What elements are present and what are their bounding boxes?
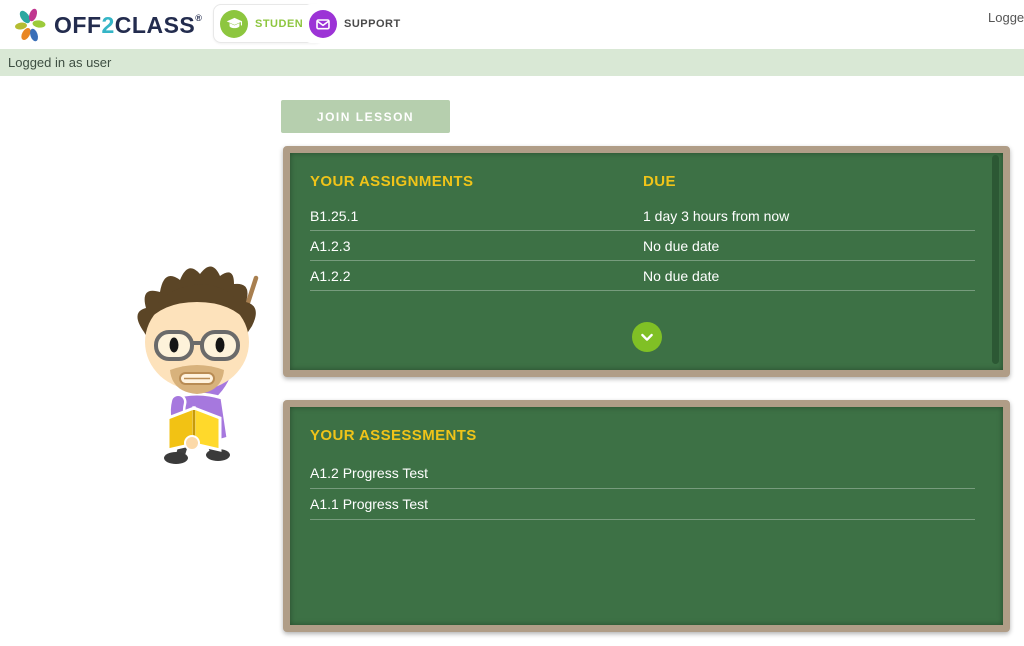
assignments-panel: YOUR ASSIGNMENTS DUE B1.25.1 1 day 3 hou… (283, 146, 1010, 377)
envelope-icon (309, 9, 337, 38)
assessment-name[interactable]: A1.1 Progress Test (310, 496, 429, 512)
assessment-name[interactable]: A1.2 Progress Test (310, 465, 429, 481)
assignment-row[interactable]: A1.2.2 No due date (310, 261, 975, 291)
assignment-due: No due date (643, 267, 720, 284)
chevron-down-icon (639, 329, 655, 345)
teacher-illustration (122, 252, 274, 466)
assignment-due: 1 day 3 hours from now (643, 207, 790, 224)
assignment-name[interactable]: B1.25.1 (310, 207, 359, 224)
assignments-title: YOUR ASSIGNMENTS (310, 173, 474, 190)
nav-support-button[interactable]: SUPPORT (303, 4, 413, 43)
assessments-list: A1.2 Progress Test A1.1 Progress Test (310, 458, 975, 520)
assessments-panel: YOUR ASSESSMENTS A1.2 Progress Test A1.1… (283, 400, 1010, 632)
registered-mark: ® (195, 12, 203, 23)
join-lesson-button[interactable]: JOIN LESSON (281, 100, 450, 133)
assignment-row[interactable]: A1.2.3 No due date (310, 231, 975, 261)
assignments-scrollbar[interactable] (992, 155, 999, 364)
graduation-cap-icon (220, 9, 248, 38)
assignment-due: No due date (643, 237, 720, 254)
logo-wordmark: OFF 2 CLASS ® (54, 11, 203, 38)
assessments-title: YOUR ASSESSMENTS (310, 427, 477, 444)
logged-in-alert: Logged in as user (0, 49, 1024, 76)
nav-support-label: SUPPORT (344, 17, 401, 30)
assignments-due-header: DUE (643, 173, 676, 190)
assignment-name[interactable]: A1.2.3 (310, 237, 351, 254)
off2class-logo[interactable]: OFF 2 CLASS ® (12, 7, 202, 43)
assessment-row[interactable]: A1.2 Progress Test (310, 458, 975, 489)
assignments-list: B1.25.1 1 day 3 hours from now A1.2.3 No… (310, 201, 975, 291)
nav-student-label: STUDENT (255, 17, 311, 30)
assessment-row[interactable]: A1.1 Progress Test (310, 489, 975, 520)
assignment-name[interactable]: A1.2.2 (310, 267, 351, 284)
flower-asterisk-icon (12, 7, 48, 43)
expand-assignments-button[interactable] (631, 322, 662, 352)
header-logged-text[interactable]: Logged (988, 10, 1024, 25)
assignment-row[interactable]: B1.25.1 1 day 3 hours from now (310, 201, 975, 231)
